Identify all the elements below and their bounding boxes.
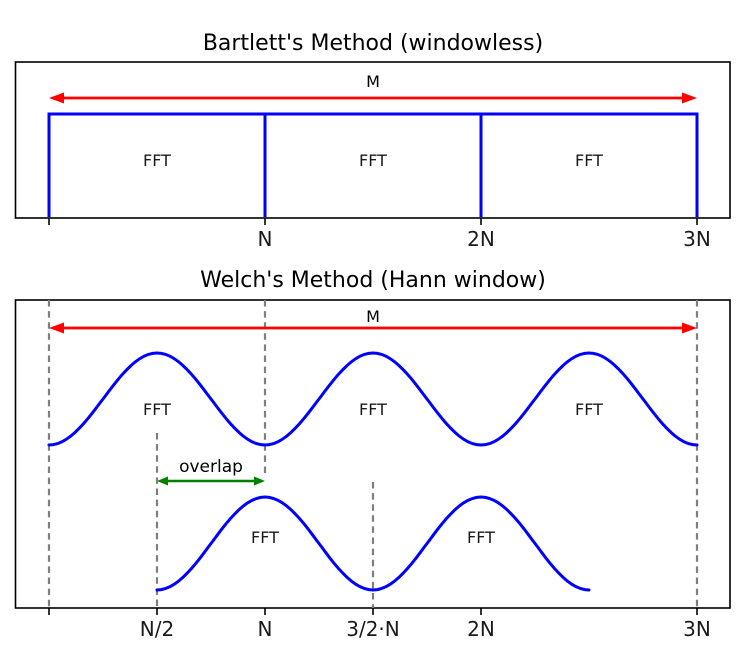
welch-title: Welch's Method (Hann window) bbox=[200, 268, 546, 293]
axes-frame bbox=[14, 61, 731, 219]
fft-label: FFT bbox=[359, 400, 387, 419]
tick-label: N/2 bbox=[140, 617, 174, 641]
overlap-arrow-head-right bbox=[254, 476, 265, 486]
boxcar-windows bbox=[47, 112, 699, 217]
fft-label: FFT bbox=[467, 528, 495, 547]
fft-label: FFT bbox=[575, 400, 603, 419]
fft-label: FFT bbox=[143, 151, 171, 170]
bartlett-span-m-label: M bbox=[366, 72, 380, 91]
tick-label: 3/2·N bbox=[346, 617, 400, 641]
fft-label: FFT bbox=[575, 151, 603, 170]
tick-label: 3N bbox=[683, 227, 711, 251]
panel-welch: Welch's Method (Hann window) M overlap F… bbox=[14, 268, 731, 641]
hann-curve-upper bbox=[47, 351, 699, 447]
span-arrow-head-right bbox=[682, 92, 697, 104]
overlap-label: overlap bbox=[179, 457, 243, 477]
span-arrow-head-right bbox=[682, 322, 697, 334]
tick-label: 2N bbox=[467, 617, 495, 641]
fft-label: FFT bbox=[143, 400, 171, 419]
bartlett-title: Bartlett's Method (windowless) bbox=[203, 31, 543, 56]
welch-span-m-label: M bbox=[366, 307, 380, 326]
span-arrow-head-left bbox=[49, 322, 64, 334]
panel-bartlett: Bartlett's Method (windowless) M FFT FFT F… bbox=[14, 31, 731, 251]
overlap-arrow-head-left bbox=[157, 476, 168, 486]
hann-curve-lower bbox=[155, 495, 591, 592]
tick-label: 3N bbox=[683, 617, 711, 641]
tick-label: N bbox=[258, 617, 273, 641]
fft-label: FFT bbox=[359, 151, 387, 170]
span-arrow-head-left bbox=[49, 92, 64, 104]
tick-label: 2N bbox=[467, 227, 495, 251]
fft-label: FFT bbox=[251, 528, 279, 547]
tick-label: N bbox=[258, 227, 273, 251]
